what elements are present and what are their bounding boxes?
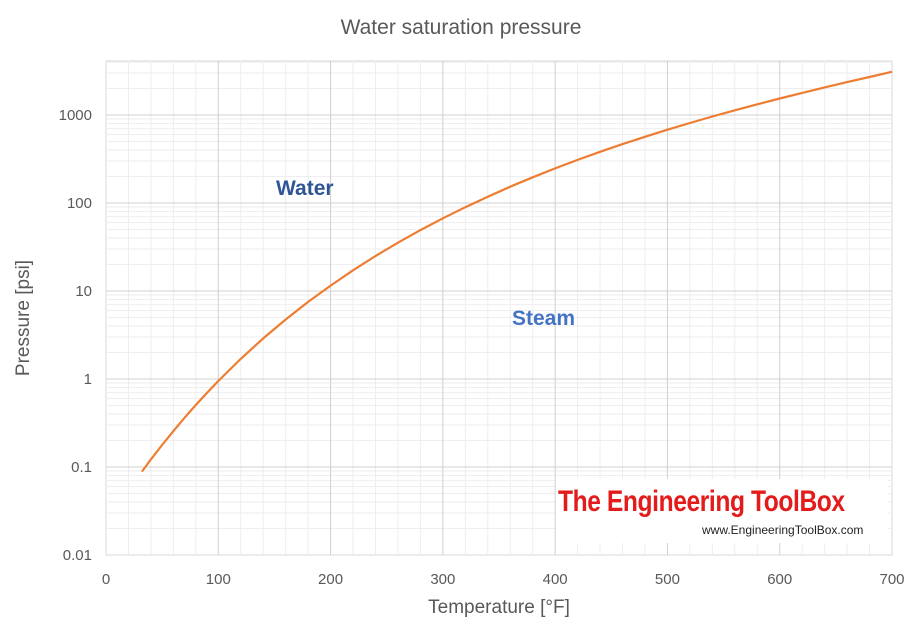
- x-tick-label: 600: [767, 571, 792, 588]
- x-tick-label: 700: [879, 571, 904, 588]
- major-gridlines: [106, 61, 892, 555]
- x-axis-label: Temperature [°F]: [428, 597, 570, 618]
- x-tick-label: 200: [318, 571, 343, 588]
- steam-region-label: Steam: [512, 307, 576, 330]
- minor-gridlines: [106, 61, 892, 555]
- y-tick-label: 1: [84, 371, 92, 388]
- water-region-label: Water: [276, 177, 334, 200]
- x-tick-label: 500: [655, 571, 680, 588]
- logo-wordmark: The Engineering ToolBox: [558, 485, 845, 518]
- y-tick-label: 10: [75, 283, 92, 300]
- y-axis-ticks: 0.01 0.1 1 10 100 1000: [59, 107, 92, 564]
- y-tick-label: 0.1: [71, 459, 92, 476]
- chart-title: Water saturation pressure: [340, 16, 582, 39]
- y-tick-label: 0.01: [63, 547, 92, 564]
- plot-area: [105, 60, 893, 556]
- y-tick-label: 1000: [59, 107, 92, 124]
- y-axis-label: Pressure [psi]: [13, 259, 34, 377]
- x-tick-label: 100: [206, 571, 231, 588]
- x-tick-label: 300: [430, 571, 455, 588]
- x-tick-label: 400: [543, 571, 568, 588]
- y-tick-label: 100: [67, 195, 92, 212]
- x-axis-ticks: 0 100 200 300 400 500 600 700: [102, 571, 905, 588]
- saturation-pressure-line: [141, 70, 893, 473]
- logo-url: www.EngineeringToolBox.com: [702, 523, 864, 537]
- engineering-toolbox-logo: The Engineering ToolBox www.EngineeringT…: [556, 479, 888, 543]
- x-tick-label: 0: [102, 571, 110, 588]
